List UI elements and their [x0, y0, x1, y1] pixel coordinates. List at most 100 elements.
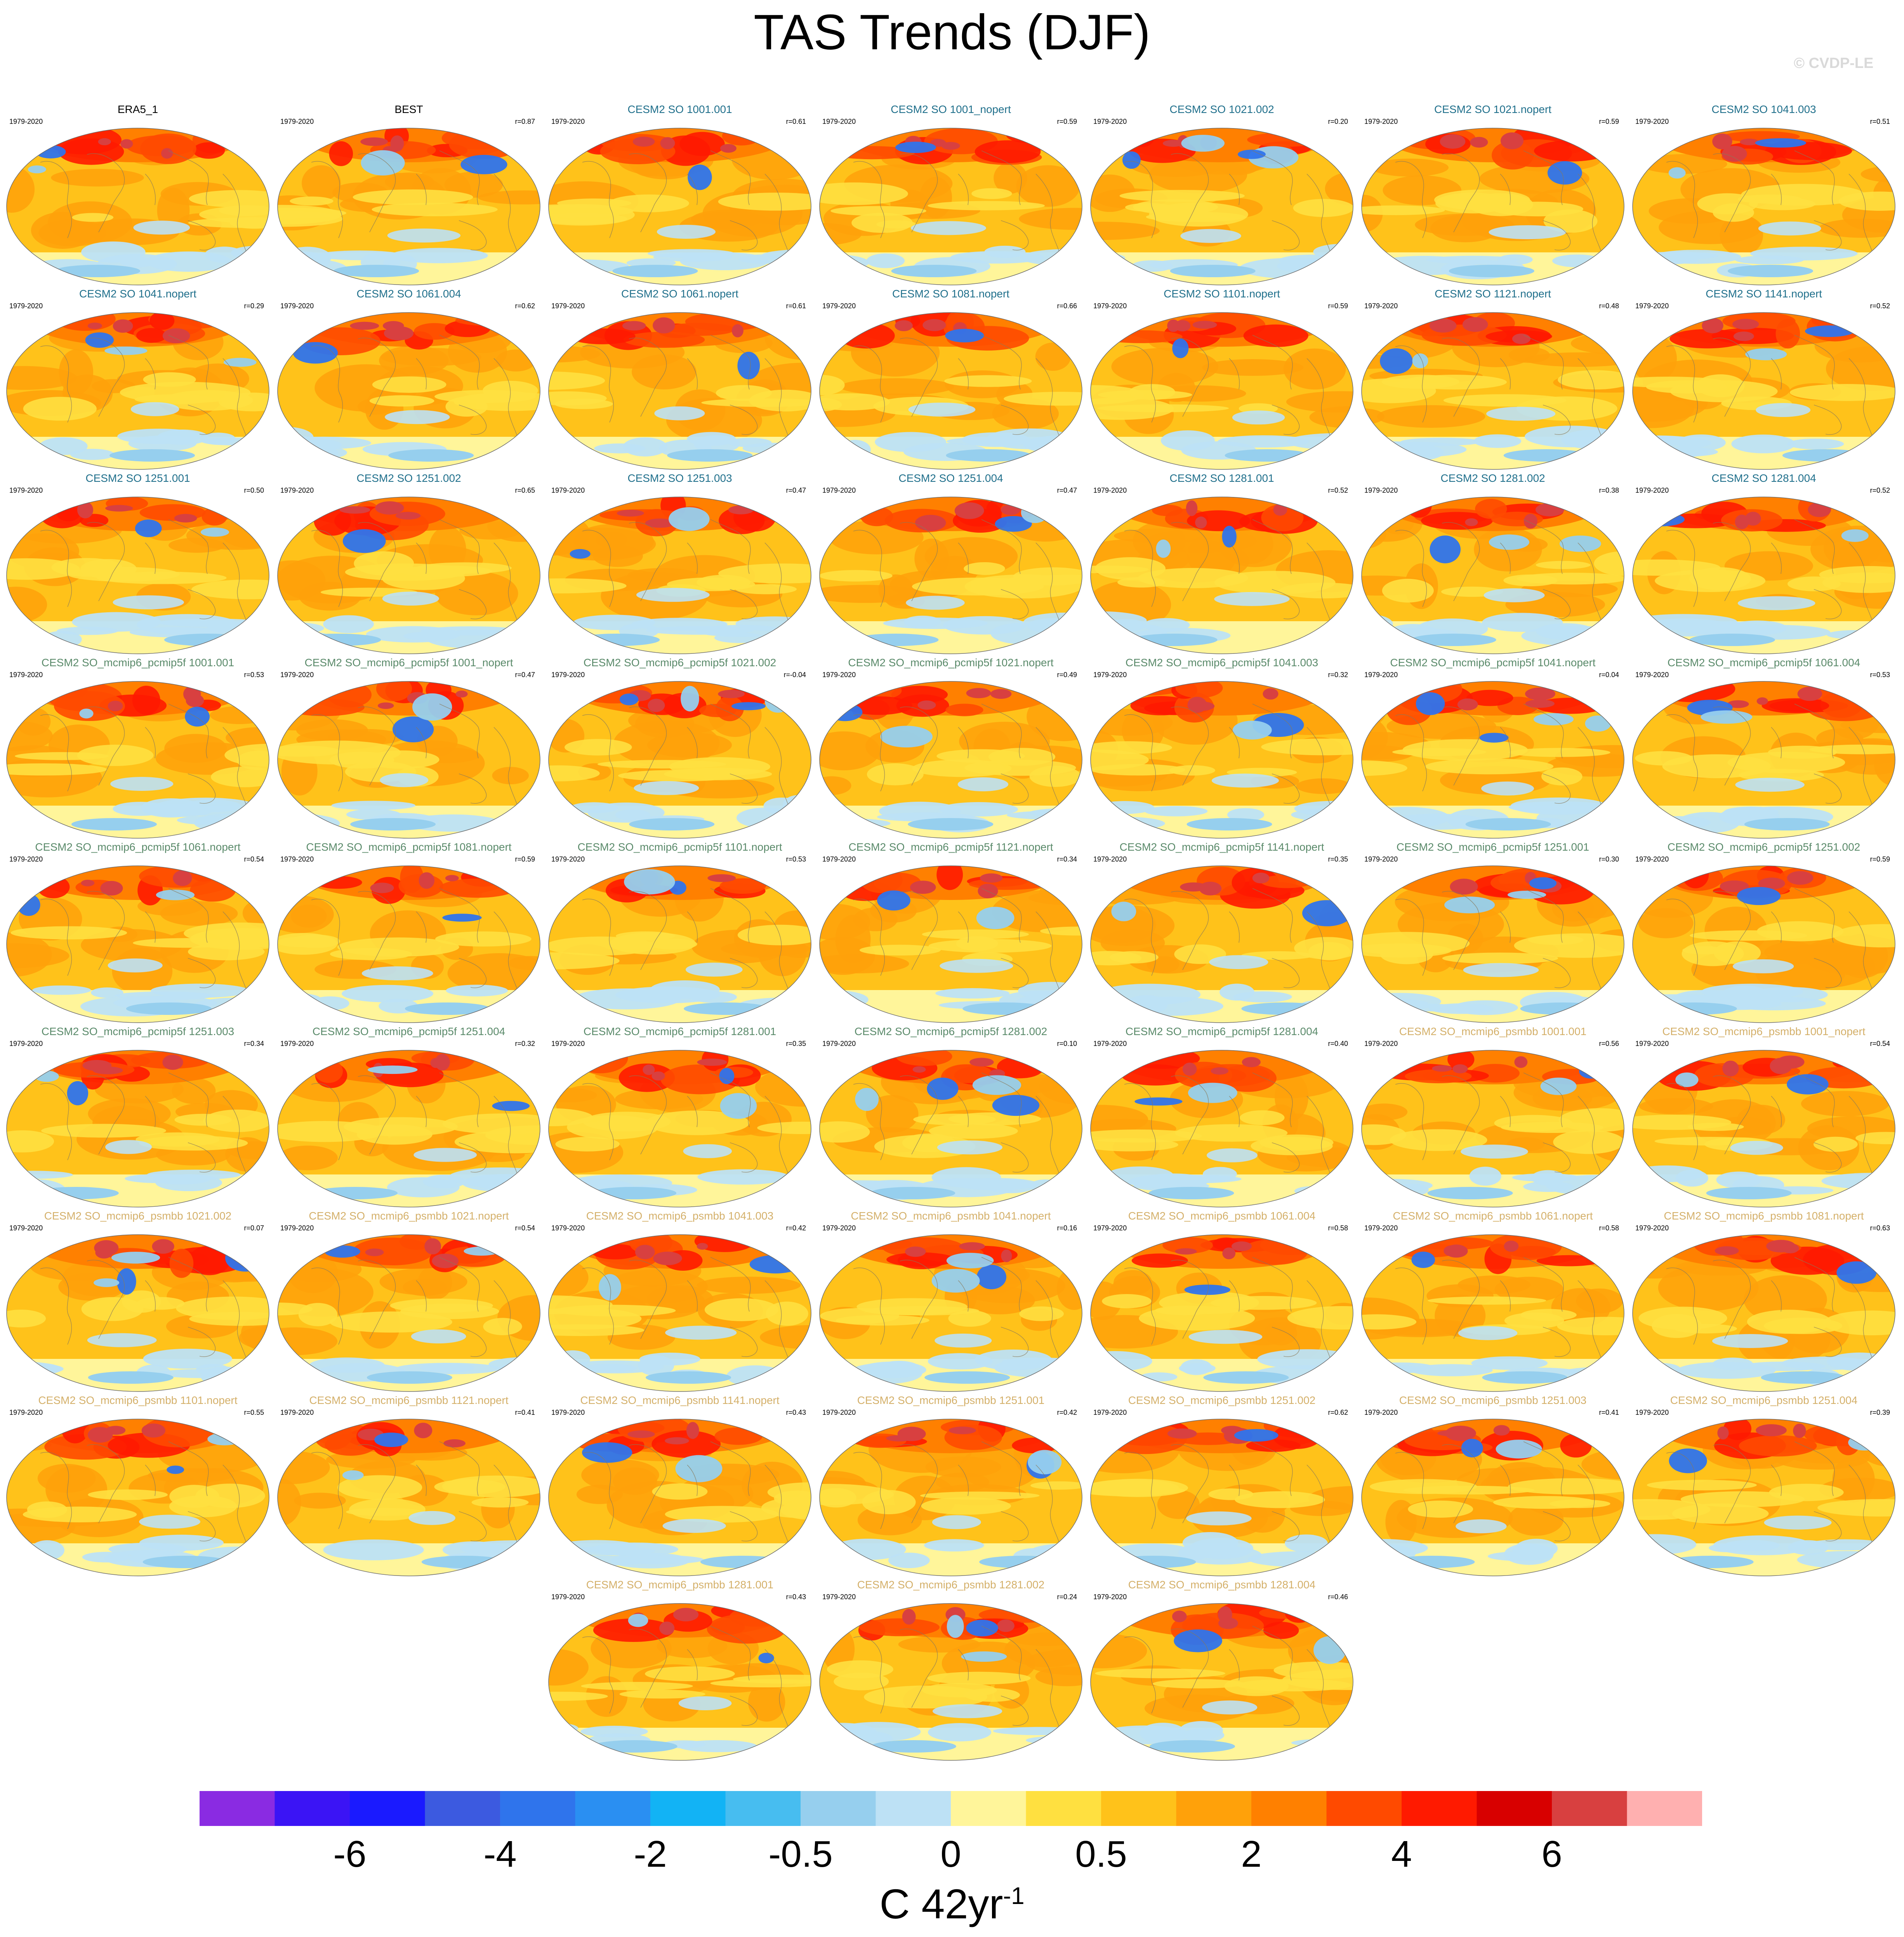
- panel-period: 1979-2020: [9, 486, 43, 494]
- panel-period: 1979-2020: [1093, 302, 1127, 310]
- map-panel: CESM2 SO_mcmip6_psmbb 1121.nopert 1979-20…: [275, 1395, 543, 1577]
- trend-map: [548, 128, 811, 285]
- map-panel: CESM2 SO_mcmip6_pcmip5f 1251.004 1979-202…: [275, 1026, 543, 1209]
- trend-map: [1361, 865, 1624, 1023]
- trend-map: [277, 128, 540, 285]
- map-panel: CESM2 SO 1121.nopert 1979-2020 r=0.48: [1359, 288, 1627, 471]
- panel-map: [1360, 1049, 1625, 1208]
- trend-map: [819, 1419, 1082, 1576]
- panel-map: [547, 1603, 812, 1761]
- panel-map: [818, 496, 1083, 655]
- panel-period: 1979-2020: [1635, 486, 1669, 494]
- panel-period: 1979-2020: [1635, 671, 1669, 679]
- panel-period: 1979-2020: [1635, 1224, 1669, 1232]
- map-panel: CESM2 SO 1251.002 1979-2020 r=0.65: [275, 473, 543, 655]
- colorbar-units: C 42yr-1: [0, 1883, 1904, 1925]
- panel-map: [818, 1049, 1083, 1208]
- trend-map: [819, 1234, 1082, 1392]
- panel-map: [818, 312, 1083, 470]
- colorbar-tick-label: 2: [1241, 1833, 1262, 1875]
- panel-period: 1979-2020: [280, 486, 314, 494]
- colorbar-tick-label: -4: [483, 1833, 517, 1875]
- panel-correlation: r=0.66: [1057, 302, 1077, 310]
- panel-period: 1979-2020: [551, 302, 585, 310]
- map-panel: CESM2 SO 1081.nopert 1979-2020 r=0.66: [817, 288, 1085, 471]
- panel-correlation: r=0.59: [1057, 118, 1077, 125]
- panel-map: [1631, 865, 1896, 1023]
- panel-title: CESM2 SO_mcmip6_pcmip5f 1101.nopert: [577, 841, 782, 853]
- panel-title: CESM2 SO_mcmip6_psmbb 1141.nopert: [580, 1394, 780, 1406]
- panel-map: [1360, 312, 1625, 470]
- panel-correlation: r=0.16: [1057, 1224, 1077, 1232]
- panel-title: CESM2 SO_mcmip6_pcmip5f 1281.004: [1125, 1025, 1319, 1037]
- panel-map: [276, 1234, 541, 1392]
- panel-period: 1979-2020: [9, 1040, 43, 1048]
- map-panel: CESM2 SO 1101.nopert 1979-2020 r=0.59: [1088, 288, 1356, 471]
- panel-title: CESM2 SO_mcmip6_psmbb 1121.nopert: [309, 1394, 509, 1406]
- panel-period: 1979-2020: [1364, 1040, 1398, 1048]
- panel-title: CESM2 SO_mcmip6_pcmip5f 1251.004: [312, 1025, 506, 1037]
- map-panel: CESM2 SO_mcmip6_psmbb 1021.nopert 1979-20…: [275, 1211, 543, 1393]
- colorbar-swatch: [500, 1791, 575, 1826]
- map-panel: CESM2 SO_mcmip6_psmbb 1251.002 1979-2020 r…: [1088, 1395, 1356, 1577]
- trend-map: [277, 312, 540, 470]
- panel-map: [1631, 1049, 1896, 1208]
- trend-map: [6, 1419, 269, 1576]
- panel-map: [276, 312, 541, 470]
- map-panel: CESM2 SO 1041.003 1979-2020 r=0.51: [1630, 104, 1898, 287]
- trend-map: [277, 1050, 540, 1207]
- panel-title: CESM2 SO 1281.002: [1440, 472, 1545, 484]
- colorbar-swatch: [951, 1791, 1026, 1826]
- map-field: [1633, 497, 1895, 654]
- map-field: [278, 1419, 540, 1576]
- panel-map: [547, 496, 812, 655]
- panel-title: CESM2 SO_mcmip6_psmbb 1041.nopert: [851, 1210, 1051, 1222]
- map-panel: CESM2 SO 1001.001 1979-2020 r=0.61: [546, 104, 814, 287]
- map-field: [549, 313, 811, 469]
- trend-map: [1632, 1234, 1895, 1392]
- panel-period: 1979-2020: [1364, 671, 1398, 679]
- trend-map: [548, 1234, 811, 1392]
- panel-title: CESM2 SO 1141.nopert: [1706, 288, 1822, 300]
- panel-correlation: r=0.54: [515, 1224, 535, 1232]
- map-panel: CESM2 SO_mcmip6_pcmip5f 1121.nopert 1979-…: [817, 842, 1085, 1024]
- colorbar-swatch: [876, 1791, 951, 1826]
- panel-correlation: r=0.47: [515, 671, 535, 679]
- panel-correlation: r=0.59: [1328, 302, 1348, 310]
- panel-period: 1979-2020: [822, 486, 856, 494]
- trend-map: [1632, 128, 1895, 285]
- trend-map: [819, 128, 1082, 285]
- panel-map: [1089, 496, 1354, 655]
- map-panel: CESM2 SO_mcmip6_psmbb 1061.004 1979-2020 r…: [1088, 1211, 1356, 1393]
- map-panel: CESM2 SO_mcmip6_psmbb 1251.004 1979-2020 r…: [1630, 1395, 1898, 1577]
- map-panel: CESM2 SO_mcmip6_pcmip5f 1281.001 1979-202…: [546, 1026, 814, 1209]
- map-panel: CESM2 SO_mcmip6_psmbb 1001.001 1979-2020 r…: [1359, 1026, 1627, 1209]
- map-panel: CESM2 SO_mcmip6_pcmip5f 1021.nopert 1979-…: [817, 657, 1085, 840]
- panel-title: CESM2 SO_mcmip6_pcmip5f 1251.002: [1667, 841, 1861, 853]
- panel-period: 1979-2020: [1635, 855, 1669, 863]
- trend-map: [6, 497, 269, 654]
- panel-correlation: r=0.39: [1870, 1409, 1890, 1416]
- trend-map: [1361, 497, 1624, 654]
- trend-map: [1361, 681, 1624, 839]
- panel-title: CESM2 SO 1251.004: [898, 472, 1003, 484]
- trend-map: [1361, 312, 1624, 470]
- panel-title: CESM2 SO_mcmip6_psmbb 1001_nopert: [1662, 1025, 1866, 1037]
- map-panel: CESM2 SO_mcmip6_psmbb 1041.nopert 1979-20…: [817, 1211, 1085, 1393]
- panel-period: 1979-2020: [551, 1409, 585, 1416]
- panel-title: CESM2 SO_mcmip6_pcmip5f 1061.004: [1667, 657, 1861, 669]
- panel-correlation: r=0.40: [1328, 1040, 1348, 1048]
- panel-title: CESM2 SO 1021.nopert: [1434, 103, 1551, 115]
- panel-correlation: r=0.61: [786, 302, 806, 310]
- panel-correlation: r=0.34: [1057, 855, 1077, 863]
- colorbar-tick-label: -0.5: [768, 1833, 833, 1875]
- map-field: [549, 1235, 811, 1392]
- panel-correlation: r=-0.04: [783, 671, 806, 679]
- panel-correlation: r=0.20: [1328, 118, 1348, 125]
- units-text: C 42yr: [879, 1880, 1003, 1927]
- panel-map: [547, 1418, 812, 1577]
- panel-period: 1979-2020: [1635, 1409, 1669, 1416]
- panel-period: 1979-2020: [9, 302, 43, 310]
- panel-map: [1089, 1603, 1354, 1761]
- panel-title: ERA5_1: [117, 103, 158, 115]
